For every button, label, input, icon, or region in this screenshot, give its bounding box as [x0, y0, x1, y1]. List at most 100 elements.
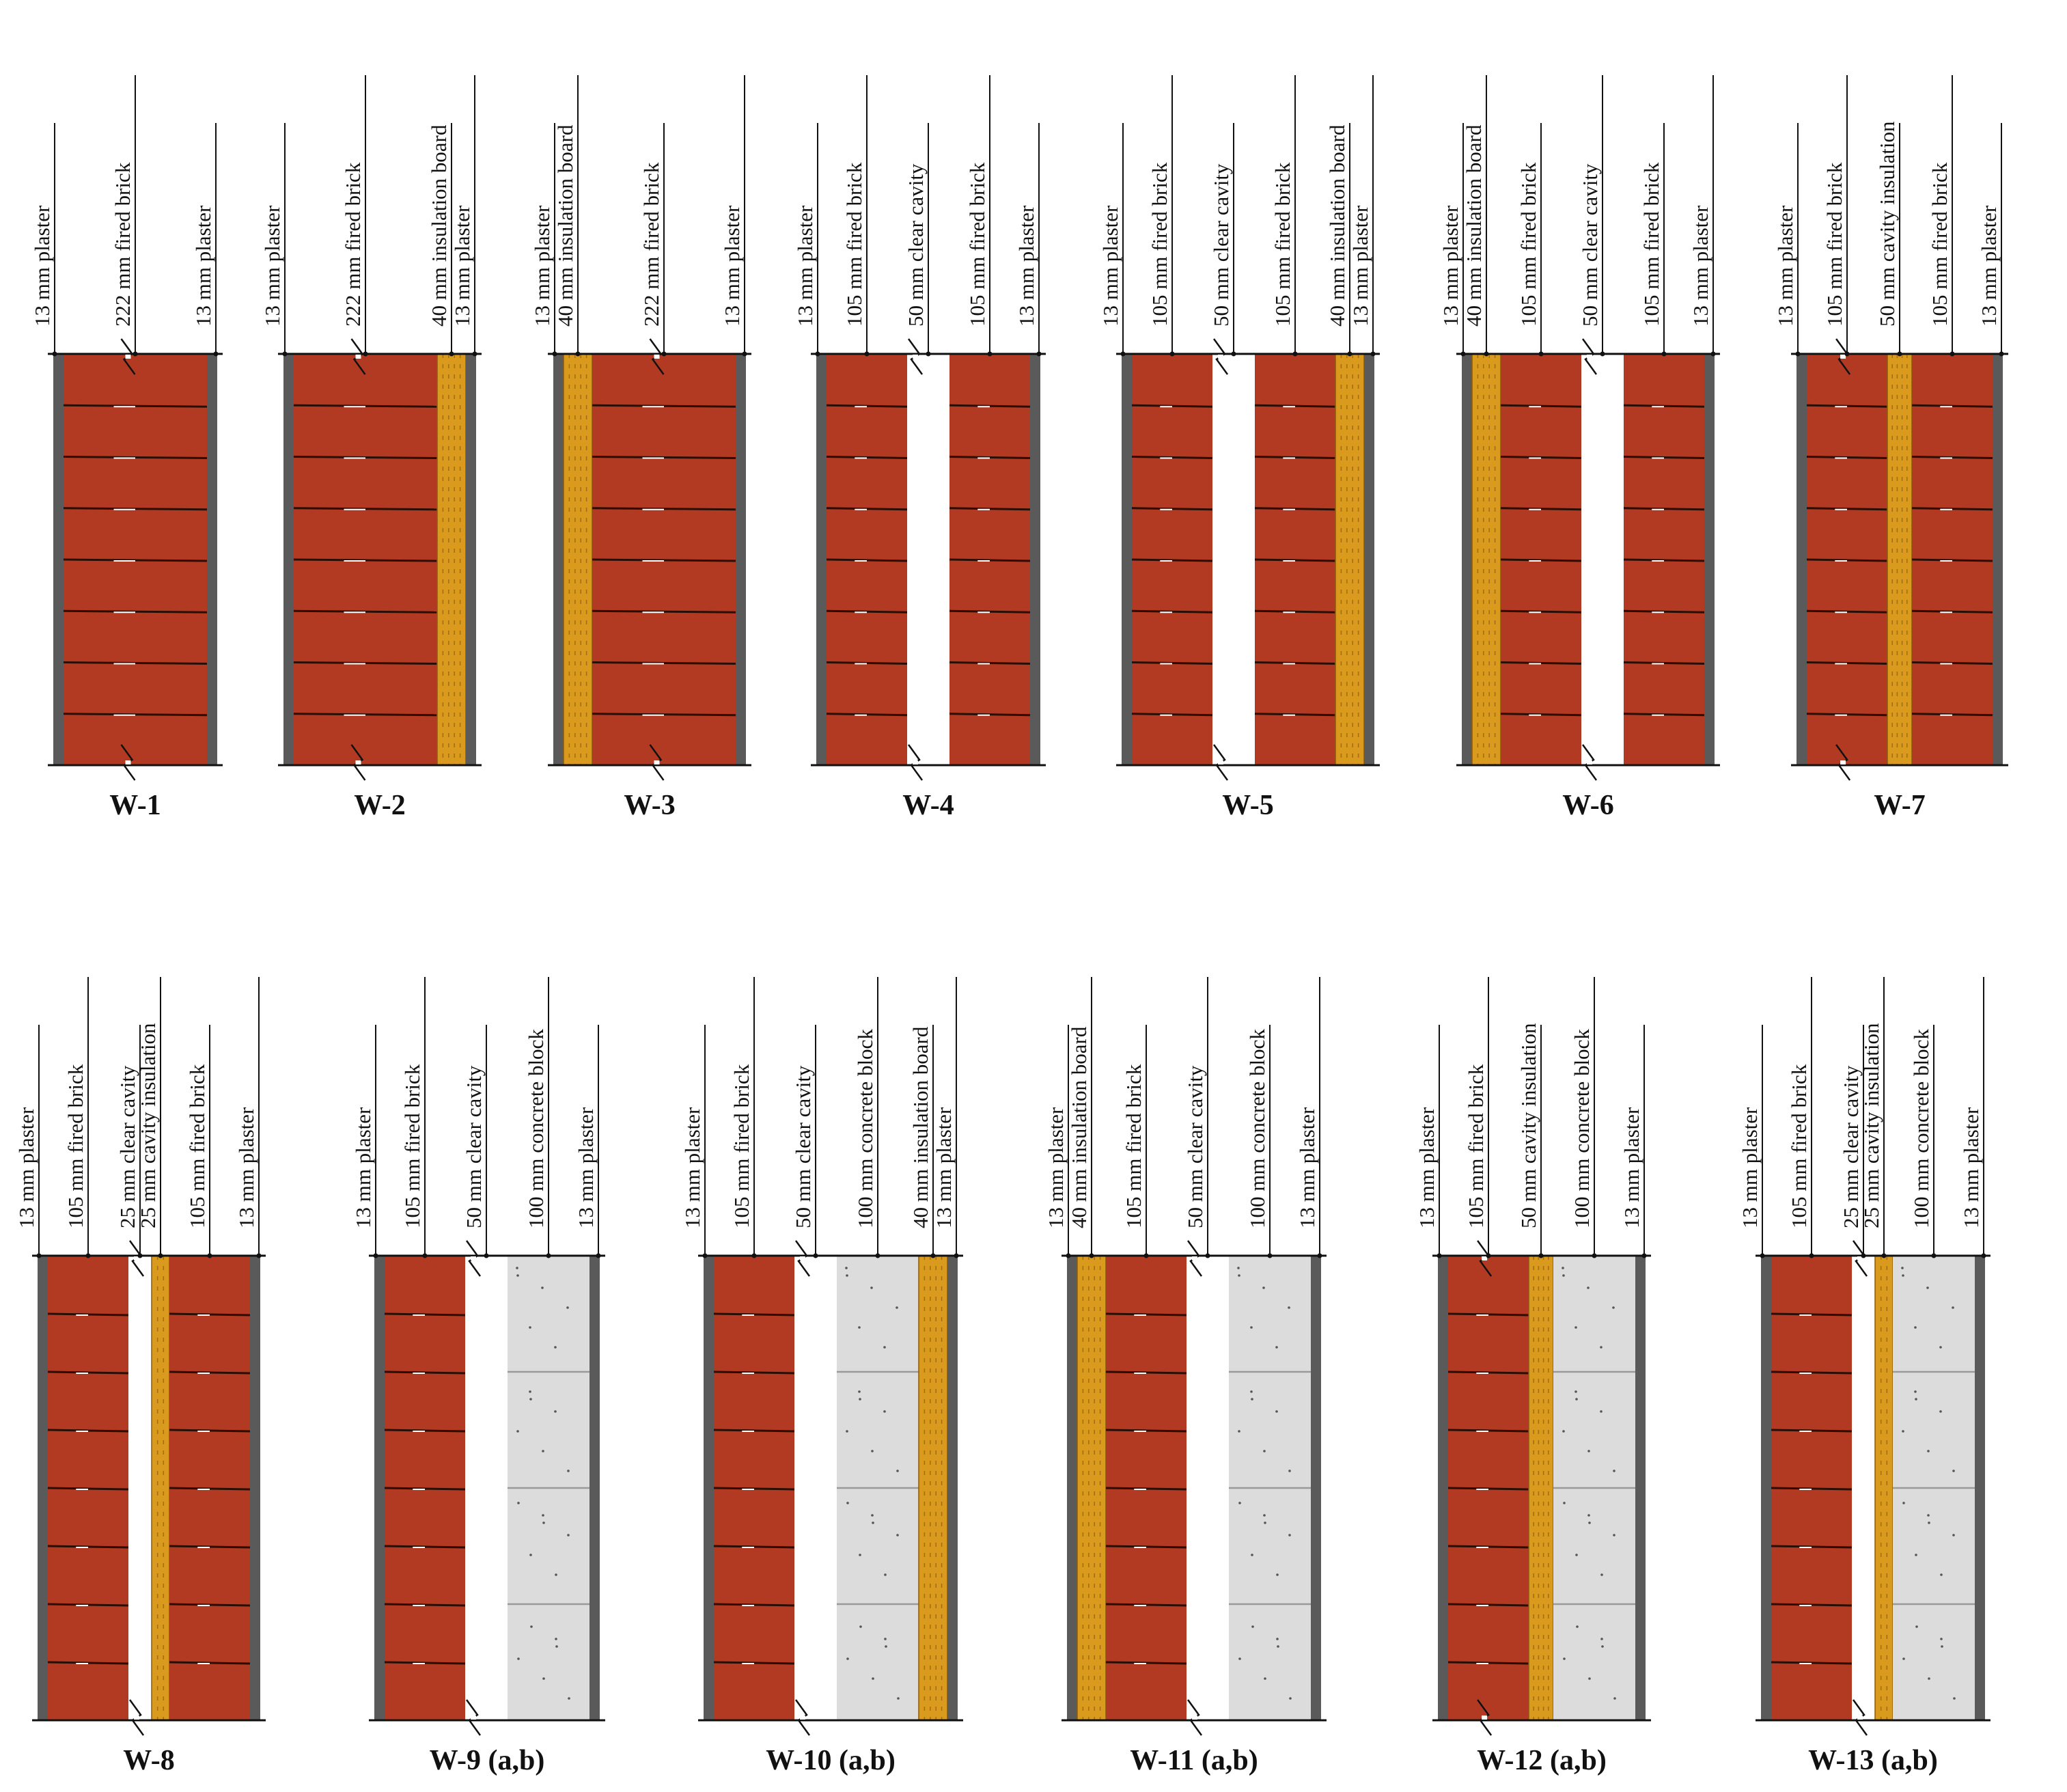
clear-cavity-layer	[1187, 1256, 1229, 1720]
block-speck	[1927, 1514, 1930, 1517]
block-speck	[1600, 1410, 1603, 1413]
clear-cavity-layer	[907, 354, 949, 765]
layer-label: 40 mm insulation board	[427, 124, 451, 327]
block-speck	[1238, 1274, 1240, 1277]
block-speck	[1562, 1267, 1564, 1269]
layer-label: 13 mm plaster	[1098, 205, 1122, 327]
block-speck	[1263, 1450, 1266, 1452]
block-speck	[542, 1521, 545, 1524]
leader-dot	[864, 351, 870, 357]
wall-section: 13 mm plaster 40 mm insulation board 105 m…	[1044, 977, 1327, 1776]
wall-title: W-9 (a,b)	[430, 1745, 545, 1776]
block-speck	[529, 1398, 532, 1401]
block-speck	[1902, 1274, 1904, 1277]
block-speck	[516, 1430, 519, 1433]
plaster-layer	[1030, 354, 1040, 765]
wall-section: 13 mm plaster 105 mm fired brick 50 mm cle…	[351, 977, 605, 1776]
layer-label: 40 mm insulation board	[1462, 124, 1486, 327]
plaster-layer	[1364, 354, 1374, 765]
leader-dot	[363, 351, 368, 357]
plaster-layer	[250, 1256, 260, 1720]
block-speck	[1601, 1645, 1604, 1648]
block-speck	[1928, 1521, 1930, 1524]
leader-dot	[158, 1253, 163, 1258]
block-speck	[858, 1390, 861, 1393]
block-speck	[1563, 1502, 1566, 1504]
break-gap	[471, 1715, 476, 1720]
block-speck	[885, 1645, 887, 1648]
break-gap	[1192, 1256, 1197, 1260]
leader-dot	[472, 351, 477, 357]
leader-dot	[207, 1253, 212, 1258]
block-speck	[896, 1306, 898, 1309]
break-gap	[355, 760, 361, 764]
layer-label: 13 mm plaster	[530, 205, 554, 327]
leader-dot	[751, 1253, 757, 1258]
layer-label: 13 mm plaster	[191, 205, 215, 327]
leader-dot	[137, 1253, 143, 1258]
block-speck	[1600, 1346, 1603, 1349]
block-speck	[1928, 1677, 1930, 1680]
insulation-board-layer	[1472, 354, 1501, 765]
layer-label: 13 mm plaster	[574, 1107, 598, 1228]
block-speck	[1251, 1398, 1253, 1401]
leader-dot	[1231, 351, 1236, 357]
layer-label: 105 mm fired brick	[400, 1064, 424, 1228]
break-gap	[125, 355, 131, 359]
layer-label: 105 mm fired brick	[185, 1064, 209, 1228]
layer-label: 13 mm plaster	[450, 205, 474, 327]
wall-title: W-4	[902, 790, 954, 821]
leader-dot	[1661, 351, 1667, 357]
layer-label: 50 mm cavity insulation	[1875, 121, 1899, 327]
break-gap	[134, 1715, 139, 1720]
block-speck	[846, 1430, 848, 1433]
plaster-layer	[736, 354, 746, 765]
layer-label: 50 mm clear cavity	[791, 1065, 815, 1228]
break-gap	[1218, 355, 1223, 359]
block-speck	[1275, 1346, 1278, 1349]
layer-label: 13 mm plaster	[1773, 205, 1797, 327]
leader-dot	[1600, 351, 1605, 357]
block-speck	[1940, 1573, 1943, 1576]
layer-label: 13 mm plaster	[793, 205, 817, 327]
insulation-board-layer	[919, 1256, 947, 1720]
block-speck	[555, 1638, 557, 1640]
block-speck	[1587, 1514, 1590, 1517]
block-speck	[845, 1267, 848, 1269]
plaster-layer	[589, 1256, 600, 1720]
layer-label: 100 mm concrete block	[1245, 1029, 1269, 1228]
wall-title: W-10 (a,b)	[766, 1745, 896, 1776]
wall-title: W-3	[624, 790, 675, 821]
wall-section: 13 mm plaster 105 mm fired brick 50 mm cle…	[793, 75, 1046, 821]
block-speck	[529, 1326, 531, 1329]
leader-dot	[213, 351, 219, 357]
plaster-layer	[38, 1256, 48, 1720]
wall-title: W-1	[109, 790, 161, 821]
block-speck	[859, 1398, 861, 1401]
layer-label: 105 mm fired brick	[842, 162, 866, 327]
block-speck	[1237, 1267, 1240, 1269]
layer-label: 13 mm plaster	[932, 1107, 956, 1228]
block-speck	[529, 1554, 532, 1556]
plaster-layer	[1761, 1256, 1771, 1720]
leader-dot	[1066, 1253, 1071, 1258]
leader-dot	[1981, 1253, 1986, 1258]
break-gap	[654, 355, 660, 359]
plaster-layer	[553, 354, 564, 765]
plaster-layer	[374, 1256, 385, 1720]
leader-dot	[1267, 1253, 1273, 1258]
block-speck	[567, 1470, 570, 1472]
block-speck	[1251, 1554, 1253, 1556]
leader-dot	[1347, 351, 1352, 357]
break-gap	[1840, 760, 1846, 764]
block-speck	[870, 1286, 873, 1289]
layer-label: 100 mm concrete block	[524, 1029, 548, 1228]
leader-dot	[1795, 351, 1801, 357]
block-speck	[541, 1286, 544, 1289]
wall-section: 13 mm plaster 222 mm fired brick 13 mm pla…	[30, 75, 223, 821]
layer-label: 105 mm fired brick	[64, 1064, 87, 1228]
block-speck	[1902, 1430, 1904, 1433]
block-speck	[530, 1625, 533, 1628]
